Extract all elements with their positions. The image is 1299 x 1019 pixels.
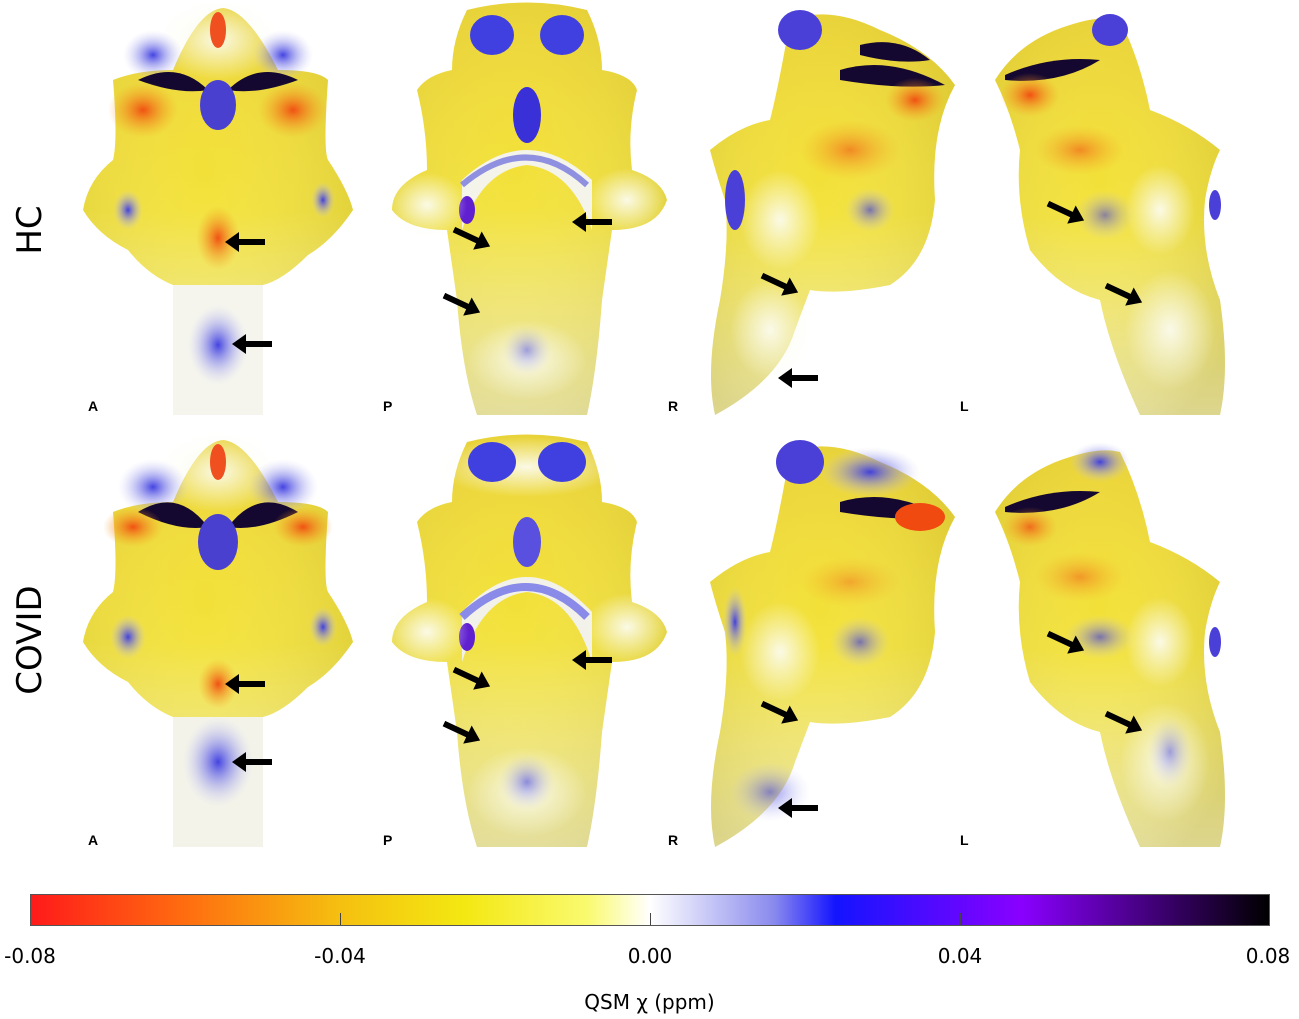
arrow-marker — [232, 750, 272, 774]
arrow-marker — [232, 332, 272, 356]
view-label-anterior: A — [88, 398, 99, 414]
row-label-covid: COVID — [10, 585, 50, 695]
brainstem-posterior-hc — [382, 0, 672, 415]
brainstem-anterior-hc — [78, 0, 368, 415]
arrow-marker — [778, 796, 818, 820]
arrow-marker — [572, 648, 612, 672]
view-label-right: R — [668, 398, 679, 414]
row-label-hc: HC — [10, 205, 50, 255]
arrow-marker — [572, 210, 612, 234]
colorbar-tick-label: 0.08 — [1245, 944, 1291, 968]
view-label-left: L — [960, 398, 969, 414]
arrow-marker — [225, 230, 265, 254]
colorbar-tick-label: 0.00 — [627, 944, 673, 968]
brainstem-anterior-covid — [78, 432, 368, 847]
brainstem-left-hc — [990, 0, 1280, 415]
colorbar-tick-mark — [650, 913, 651, 925]
brainstem-right-hc — [700, 0, 990, 415]
colorbar-title: QSM χ (ppm) — [584, 990, 715, 1014]
brainstem-right-covid — [700, 432, 990, 847]
view-label-right: R — [668, 832, 679, 848]
brainstem-left-covid — [990, 432, 1280, 847]
arrow-marker — [225, 672, 265, 696]
view-label-anterior: A — [88, 832, 99, 848]
colorbar-tick-mark — [960, 913, 961, 925]
brainstem-posterior-covid — [382, 432, 672, 847]
view-label-posterior: P — [383, 398, 393, 414]
view-label-posterior: P — [383, 832, 393, 848]
colorbar-tick-label: -0.04 — [314, 944, 366, 968]
view-label-left: L — [960, 832, 969, 848]
colorbar-tick-mark — [340, 913, 341, 925]
arrow-marker — [778, 366, 818, 390]
colorbar-tick-label: 0.04 — [937, 944, 983, 968]
colorbar-tick-label: -0.08 — [4, 944, 56, 968]
